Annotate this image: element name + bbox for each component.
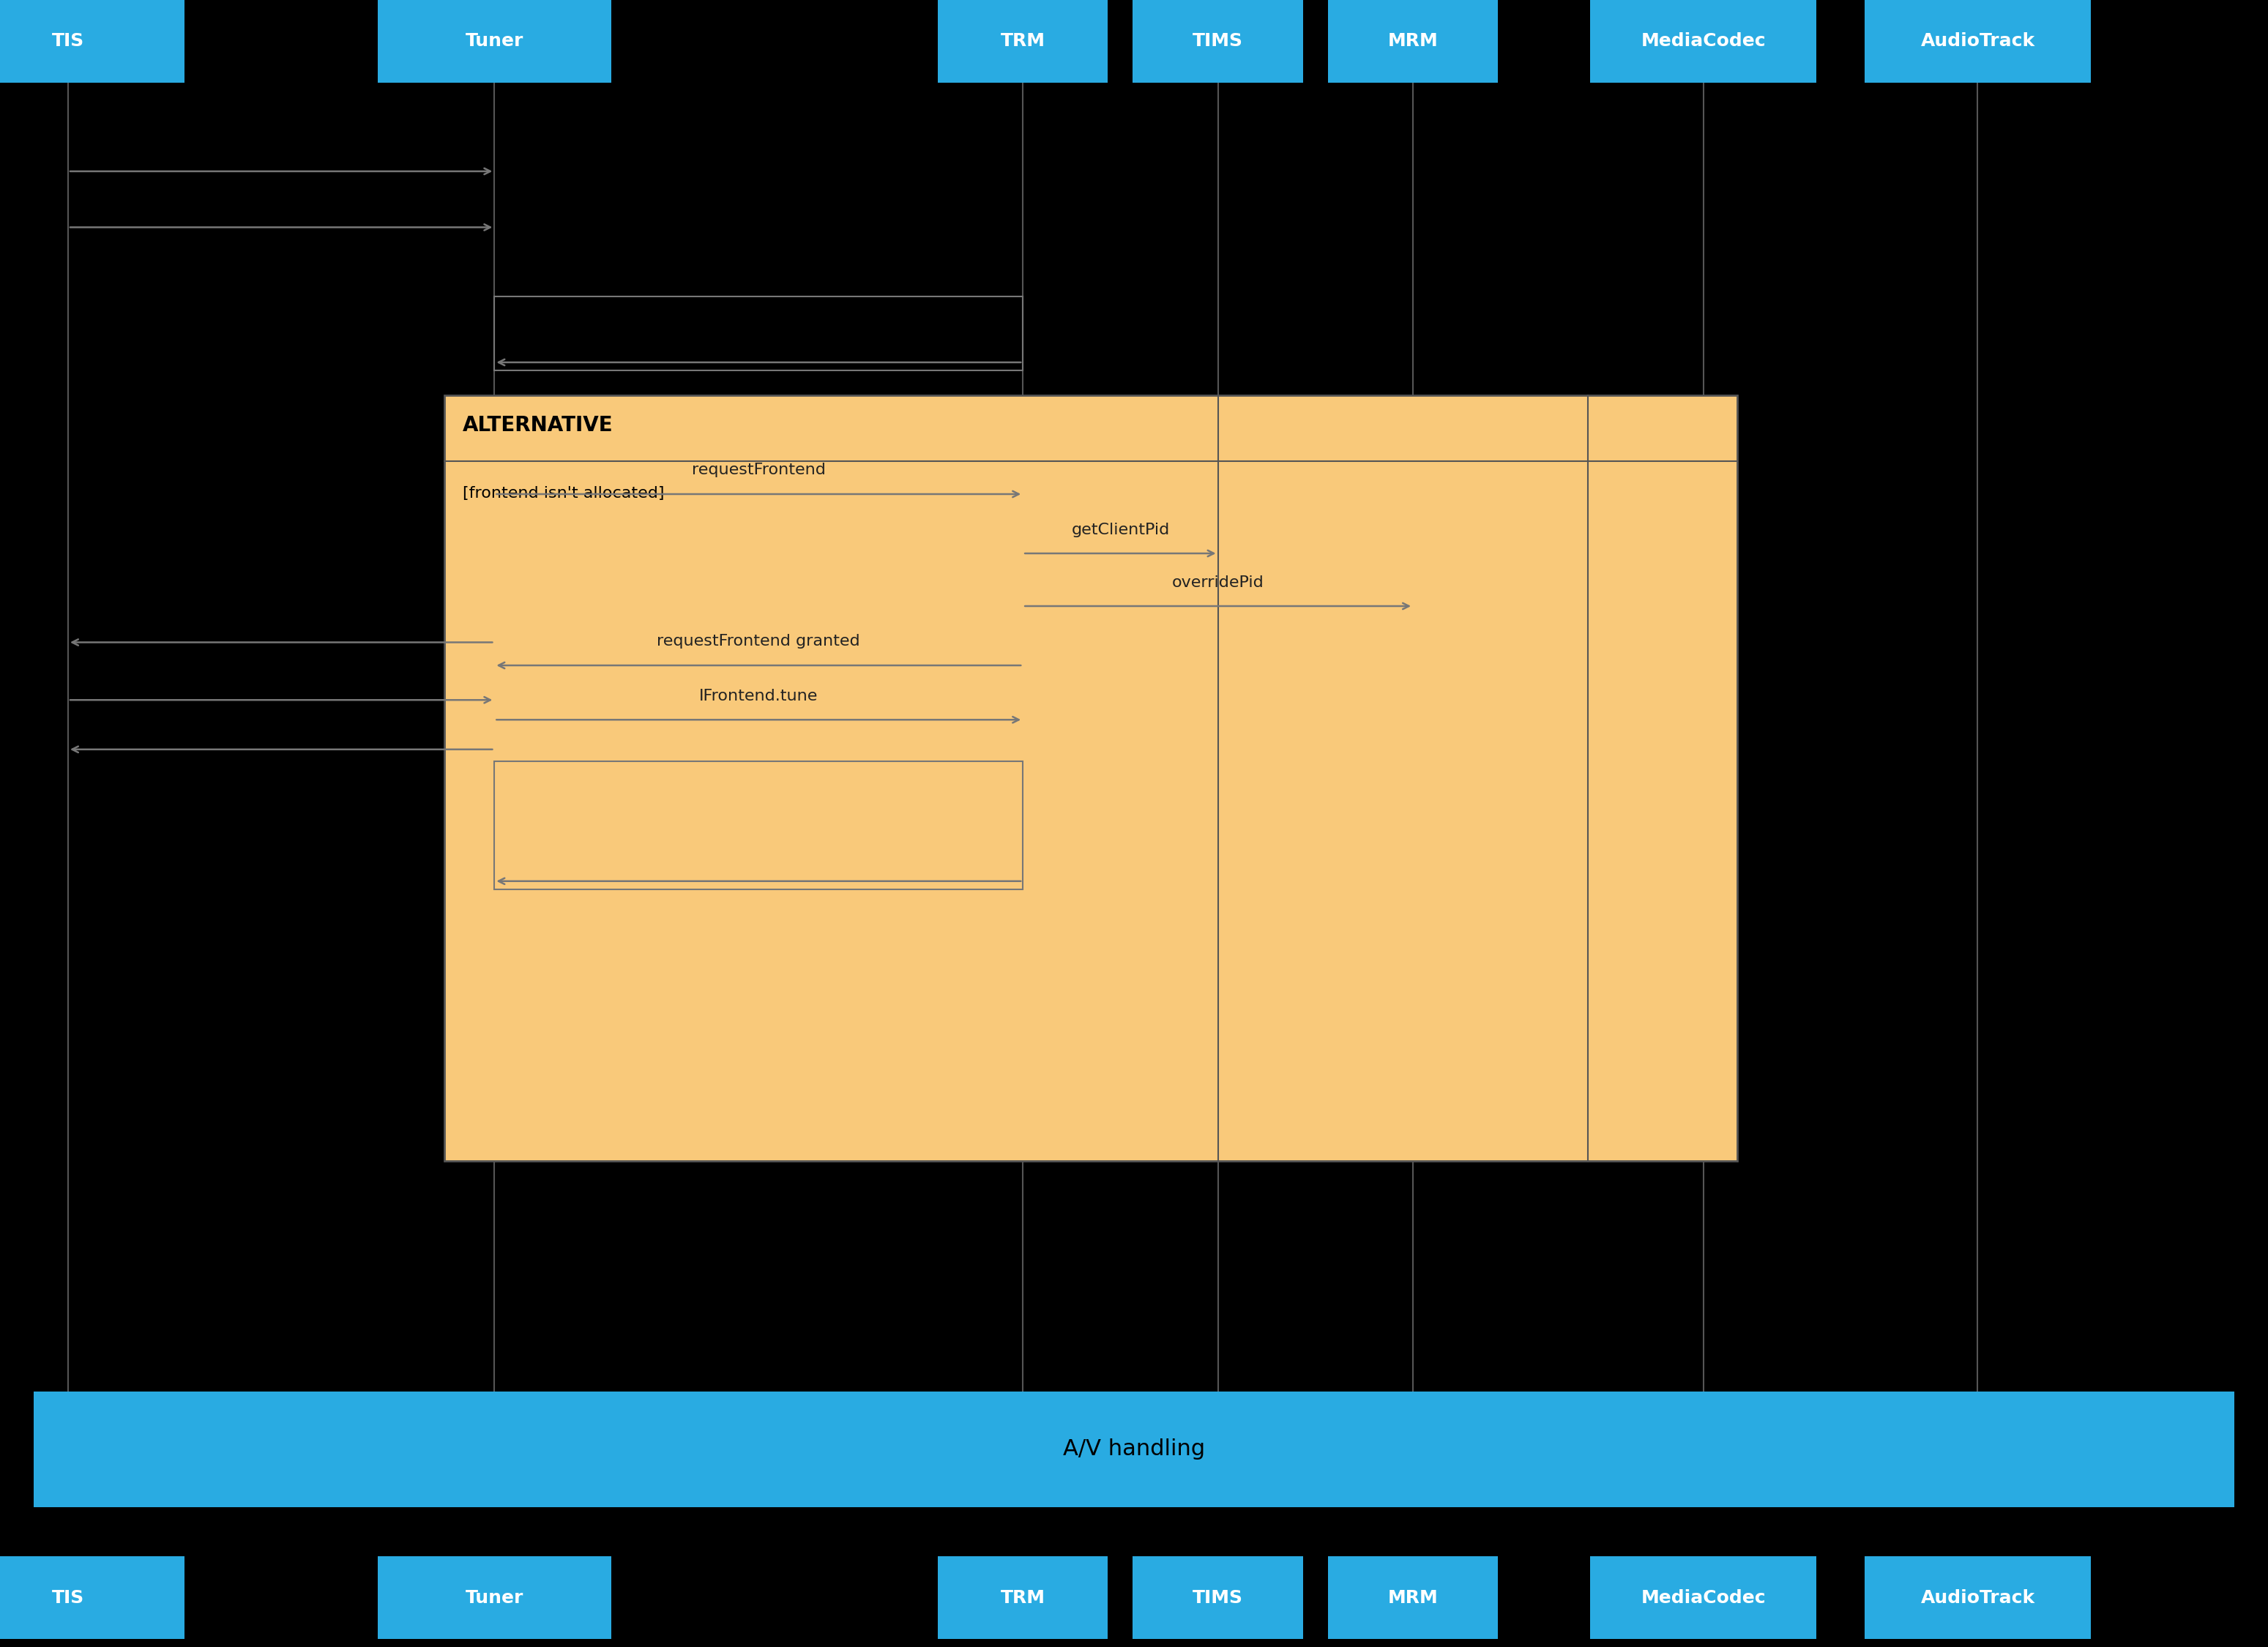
Text: A/V handling: A/V handling [1064, 1439, 1204, 1459]
Text: TRM: TRM [1000, 33, 1046, 49]
Bar [1134, 1556, 1302, 1639]
Text: TRM: TRM [1000, 1589, 1046, 1606]
Bar [1134, 0, 1302, 82]
Bar [1329, 0, 1497, 82]
Text: TIMS: TIMS [1193, 33, 1243, 49]
Bar [1590, 1556, 1817, 1639]
Bar [34, 1392, 2234, 1507]
Text: AudioTrack: AudioTrack [1921, 33, 2034, 49]
Text: getClientPid: getClientPid [1070, 522, 1170, 537]
Text: ALTERNATIVE: ALTERNATIVE [463, 415, 612, 435]
Bar [1864, 1556, 2091, 1639]
Bar [376, 1556, 612, 1639]
Bar [445, 395, 1737, 1161]
Bar [494, 296, 1023, 371]
Text: IFrontend.tune: IFrontend.tune [699, 688, 819, 703]
Bar [376, 0, 612, 82]
Text: Tuner: Tuner [465, 1589, 524, 1606]
Text: [frontend isn't allocated]: [frontend isn't allocated] [463, 486, 665, 501]
Bar [0, 1556, 184, 1639]
Text: overridePid: overridePid [1173, 575, 1263, 590]
Text: AudioTrack: AudioTrack [1921, 1589, 2034, 1606]
Text: MRM: MRM [1388, 33, 1438, 49]
Bar [494, 761, 1023, 889]
Text: TIS: TIS [52, 33, 84, 49]
Bar [1590, 0, 1817, 82]
Bar [939, 1556, 1107, 1639]
Text: MediaCodec: MediaCodec [1640, 1589, 1767, 1606]
Bar [0, 0, 184, 82]
Text: MRM: MRM [1388, 1589, 1438, 1606]
Text: Tuner: Tuner [465, 33, 524, 49]
Text: TIS: TIS [52, 1589, 84, 1606]
Bar [939, 0, 1107, 82]
Text: TIMS: TIMS [1193, 1589, 1243, 1606]
Bar [1864, 0, 2091, 82]
Bar [1329, 1556, 1497, 1639]
Text: requestFrontend granted: requestFrontend granted [658, 634, 860, 649]
Text: MediaCodec: MediaCodec [1640, 33, 1767, 49]
Text: requestFrontend: requestFrontend [692, 463, 826, 478]
